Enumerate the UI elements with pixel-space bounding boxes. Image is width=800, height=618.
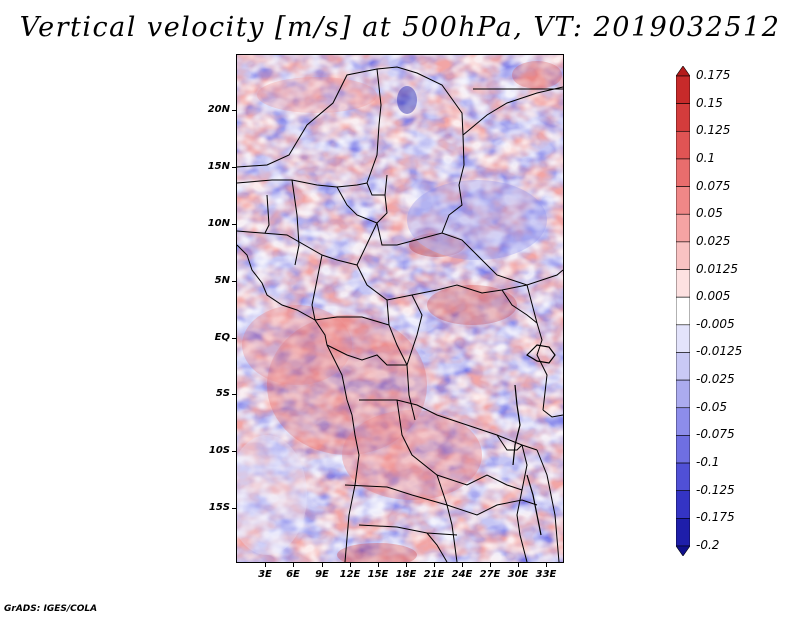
colorbar-segment <box>676 352 690 381</box>
lat-tick <box>232 394 236 395</box>
lat-label-15s: 15S <box>208 502 230 513</box>
colorbar-segment <box>676 241 690 270</box>
lat-tick <box>232 110 236 111</box>
lon-label-27e: 27E <box>479 569 501 580</box>
colorbar-segment <box>676 518 690 547</box>
lat-tick <box>232 224 236 225</box>
lakes <box>512 344 556 536</box>
lon-tick <box>434 563 435 567</box>
colorbar-level-label: 0.025 <box>696 233 731 248</box>
colorbar-level-label: -0.175 <box>696 510 735 525</box>
lon-label-9e: 9E <box>315 569 329 580</box>
colorbar-segment <box>676 213 690 243</box>
lon-label-21e: 21E <box>423 569 445 580</box>
lon-label-3e: 3E <box>258 569 272 580</box>
colorbar-segment <box>676 158 690 187</box>
lat-label-5n: 5N <box>214 275 230 286</box>
lat-label-10s: 10S <box>208 445 230 456</box>
colorbar-level-label: -0.0125 <box>696 344 743 359</box>
colorbar-segment <box>676 103 690 132</box>
colorbar-level-label: 0.075 <box>696 178 731 193</box>
colorbar-segment <box>676 296 690 326</box>
lon-tick <box>322 563 323 567</box>
lat-tick <box>232 451 236 452</box>
colorbar-level-label: -0.025 <box>696 372 735 387</box>
colorbar-arrow-top <box>676 66 690 77</box>
lon-label-6e: 6E <box>286 569 300 580</box>
vertical-velocity-map <box>236 54 564 563</box>
colorbar-segment <box>676 186 690 215</box>
colorbar-segment <box>676 269 690 298</box>
colorbar-level-label: -0.005 <box>696 316 735 331</box>
lon-tick <box>293 563 294 567</box>
colorbar-segment <box>676 324 690 353</box>
colorbar-level-label: -0.075 <box>696 427 735 442</box>
lat-label-20n: 20N <box>207 104 230 115</box>
lon-tick <box>350 563 351 567</box>
lon-tick <box>378 563 379 567</box>
colorbar-segment <box>676 462 690 492</box>
lon-label-18e: 18E <box>395 569 417 580</box>
lat-label-10n: 10N <box>207 218 230 229</box>
colorbar-level-label: 0.125 <box>696 123 731 138</box>
lon-tick <box>518 563 519 567</box>
map-svg <box>237 55 563 562</box>
colorbar-level-label: 0.0125 <box>696 261 738 276</box>
lon-label-24e: 24E <box>451 569 473 580</box>
colorbar-segment <box>676 379 690 409</box>
colorbar-segment <box>676 75 690 104</box>
colorbar-level-label: -0.05 <box>696 399 728 414</box>
lon-tick <box>490 563 491 567</box>
lon-tick <box>406 563 407 567</box>
colorbar-level-label: -0.1 <box>696 455 720 470</box>
lat-label-eq: EQ <box>214 332 230 343</box>
lat-tick <box>232 281 236 282</box>
lon-tick <box>462 563 463 567</box>
colorbar-segment <box>676 407 690 436</box>
lon-label-15e: 15E <box>367 569 389 580</box>
colorbar <box>676 66 690 556</box>
chart-title: Vertical velocity [m/s] at 500hPa, VT: 2… <box>19 12 781 43</box>
colorbar-segment <box>676 130 690 160</box>
lat-tick <box>232 338 236 339</box>
colorbar-level-label: 0.15 <box>696 95 723 110</box>
lat-label-15n: 15N <box>207 161 230 172</box>
lon-tick <box>265 563 266 567</box>
lat-tick <box>232 167 236 168</box>
lat-tick <box>232 508 236 509</box>
lon-label-33e: 33E <box>535 569 557 580</box>
lon-label-30e: 30E <box>507 569 529 580</box>
lon-tick <box>546 563 547 567</box>
colorbar-level-label: -0.2 <box>696 538 720 552</box>
colorbar-segment <box>676 490 690 519</box>
colorbar-level-label: -0.125 <box>696 482 735 497</box>
colorbar-arrow-bottom <box>676 545 690 556</box>
colorbar-level-label: 0.175 <box>696 68 731 82</box>
colorbar-segment <box>676 435 690 464</box>
colorbar-level-label: 0.1 <box>696 150 716 165</box>
country-borders <box>237 66 563 562</box>
colorbar-level-label: 0.005 <box>696 289 731 304</box>
colorbar-level-label: 0.05 <box>696 206 723 221</box>
footer-credit: GrADS: IGES/COLA <box>4 604 98 614</box>
lat-label-5s: 5S <box>215 388 230 399</box>
lon-label-12e: 12E <box>339 569 361 580</box>
